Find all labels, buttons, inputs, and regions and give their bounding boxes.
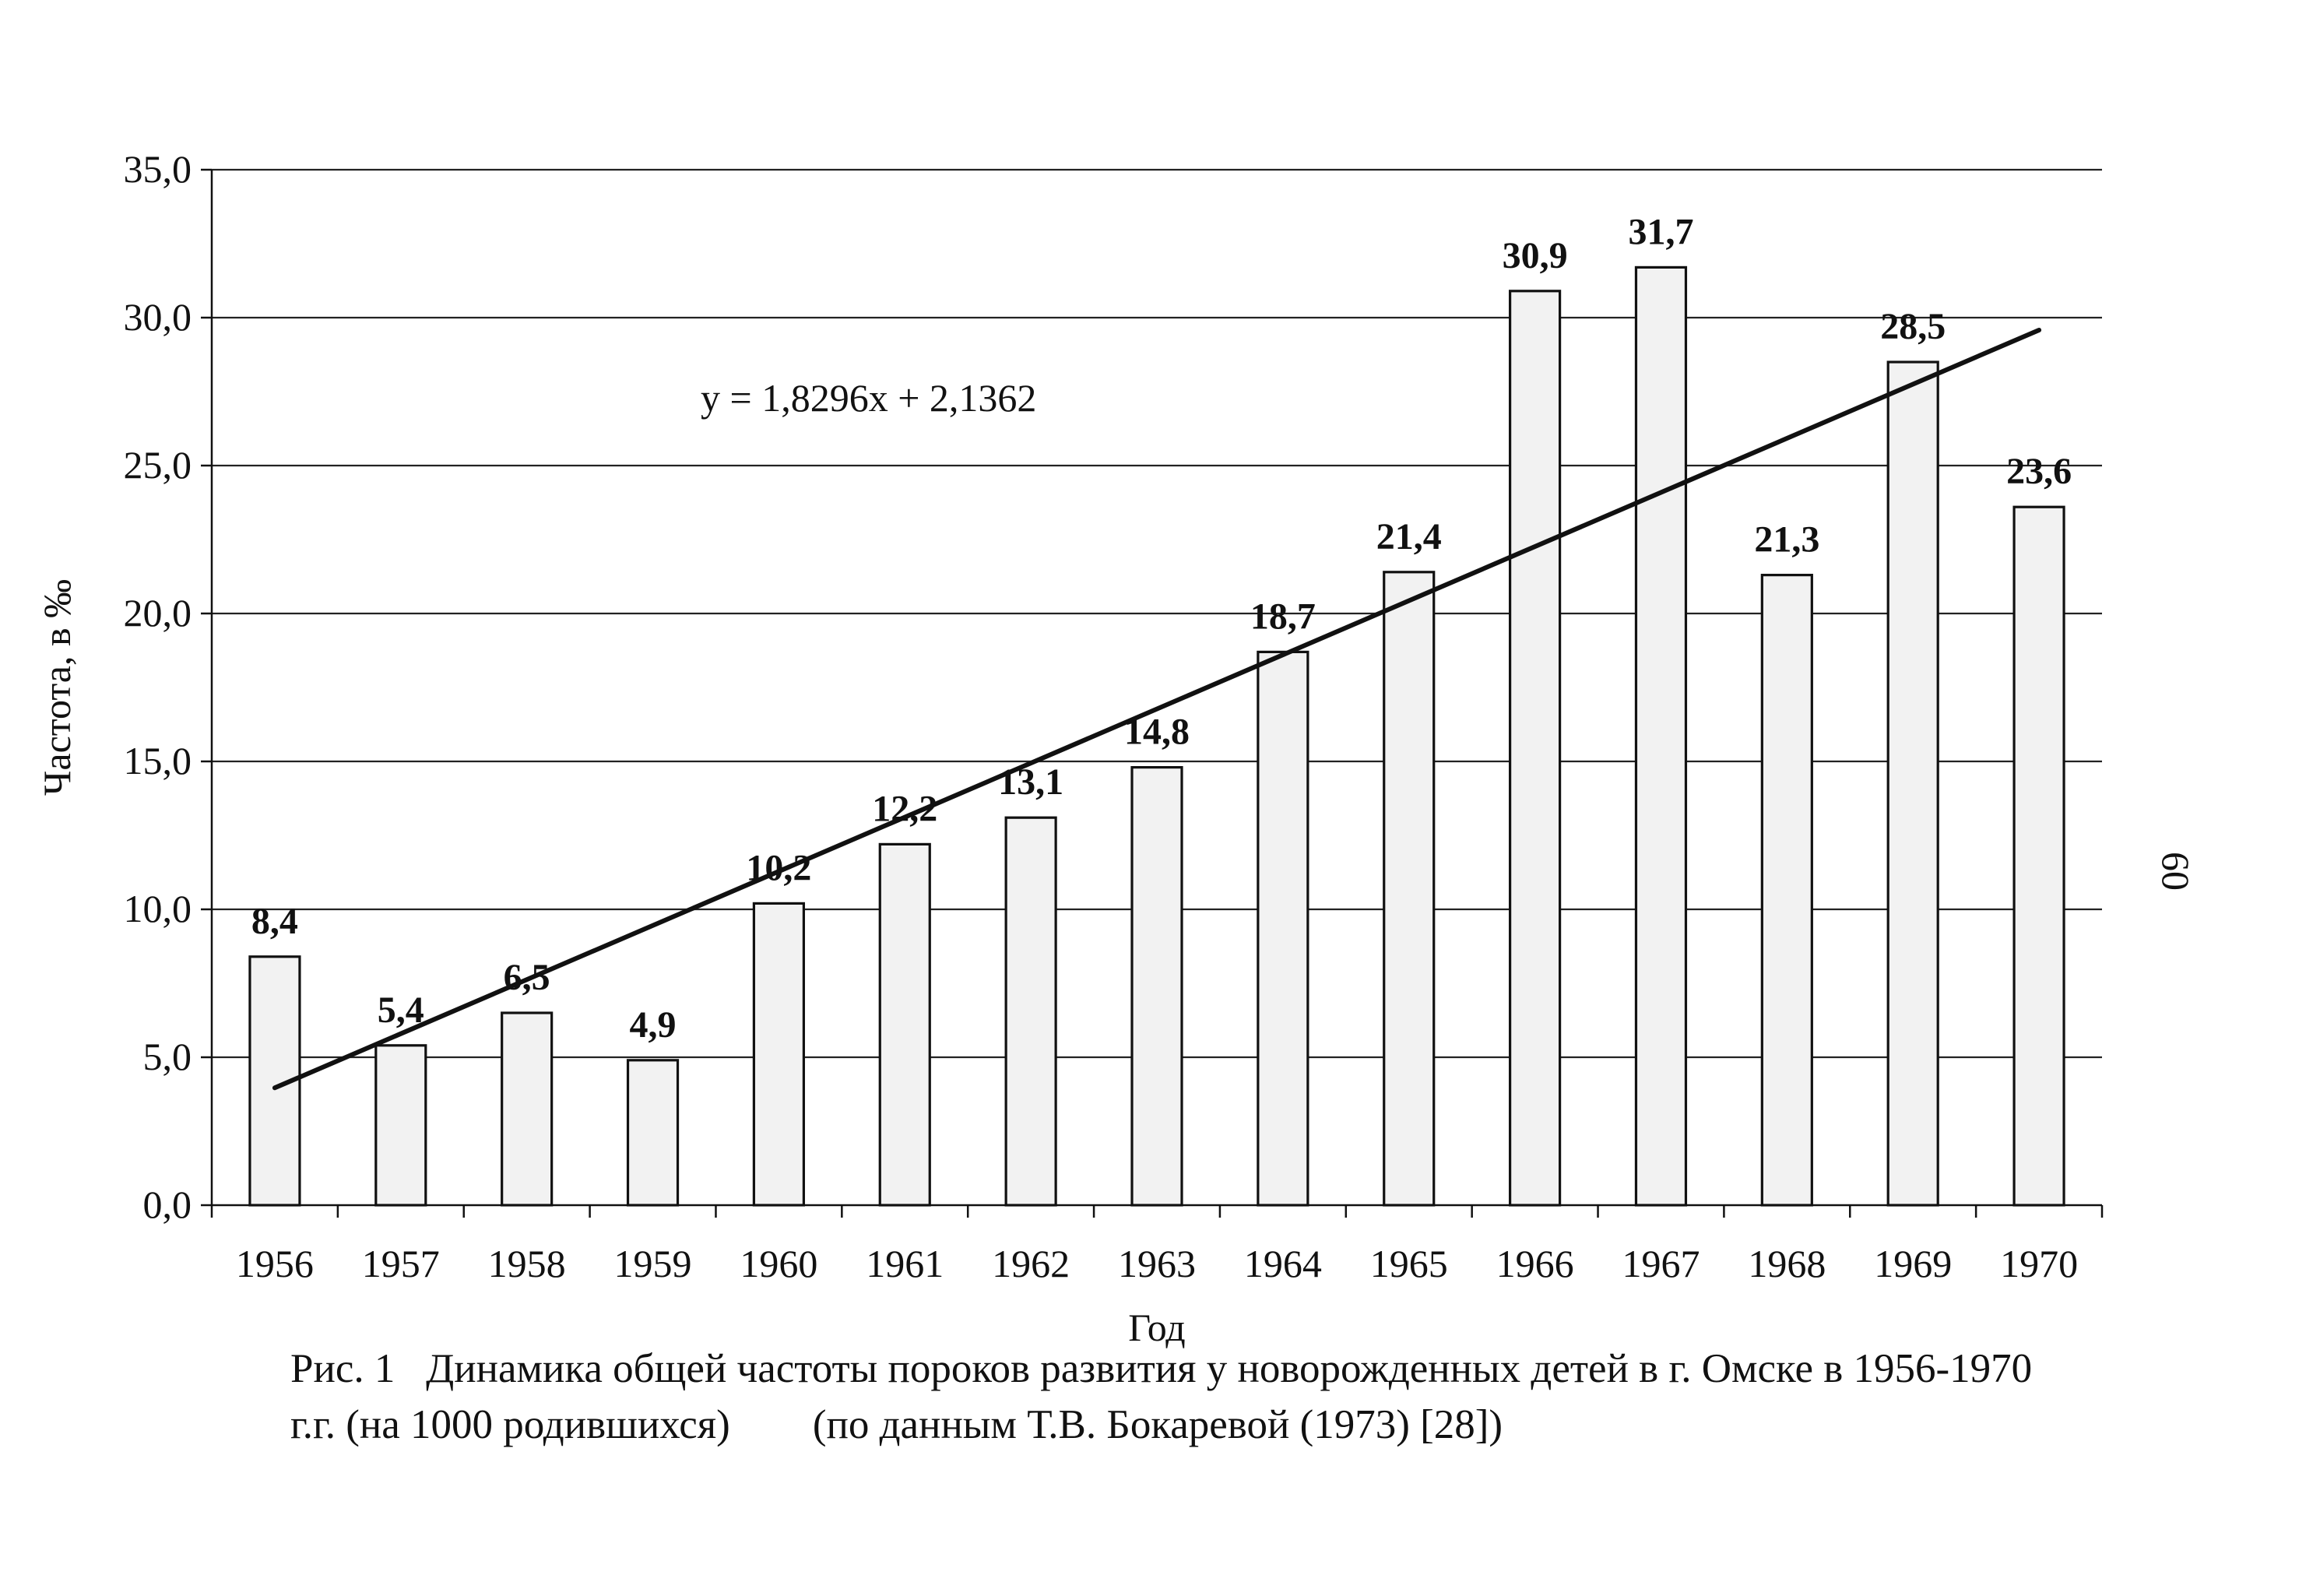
y-tick-label: 35,0 — [124, 147, 192, 191]
x-tick-label: 1965 — [1370, 1242, 1448, 1285]
data-label: 10,2 — [746, 847, 811, 888]
bar — [1760, 573, 1813, 1207]
x-tick-label: 1961 — [866, 1242, 944, 1285]
bar — [752, 902, 806, 1207]
bar — [626, 1059, 680, 1207]
x-tick-label: 1969 — [1874, 1242, 1952, 1285]
page-number: 60 — [2154, 852, 2198, 891]
data-label: 14,8 — [1124, 712, 1190, 753]
bar — [1634, 265, 1688, 1207]
value-labels: 8,4 5,4 6,5 4,9 10,2 12,2 13,1 14,8 18,7 21,4 30,9… — [251, 211, 2072, 1045]
bar — [501, 1011, 554, 1207]
bar — [374, 1044, 427, 1207]
data-label: 18,7 — [1250, 596, 1316, 637]
x-tick-label: 1964 — [1244, 1242, 1322, 1285]
bar — [878, 842, 931, 1207]
data-label: 21,3 — [1754, 519, 1819, 561]
y-tick-label: 5,0 — [143, 1035, 192, 1078]
x-tick-label: 1967 — [1622, 1242, 1700, 1285]
trendline-equation: y = 1,8296x + 2,1362 — [701, 376, 1036, 420]
x-tick-label: 1959 — [614, 1242, 692, 1285]
data-label: 12,2 — [872, 788, 937, 829]
x-tick-label: 1958 — [488, 1242, 566, 1285]
x-axis-label: Год — [1128, 1306, 1186, 1349]
bar — [1508, 290, 1562, 1207]
x-tick-label: 1957 — [362, 1242, 440, 1285]
bar — [2012, 505, 2065, 1207]
x-tick-label: 1960 — [740, 1242, 817, 1285]
bars — [248, 265, 2065, 1207]
x-tick-label: 1956 — [236, 1242, 314, 1285]
x-tick-label: 1966 — [1496, 1242, 1574, 1285]
y-tick-label: 15,0 — [124, 739, 192, 782]
figure-caption: Рис. 1 Динамика общей частоты пороков ра… — [290, 1341, 2174, 1453]
data-label: 13,1 — [998, 761, 1063, 803]
tick-labels: 0,0 5,0 10,0 15,0 20,0 25,0 30,0 35,0 1956 1957 19… — [124, 147, 2079, 1285]
data-label: 31,7 — [1628, 211, 1693, 252]
y-tick-label: 10,0 — [124, 887, 192, 930]
data-label: 30,9 — [1503, 235, 1568, 276]
caption-line-1: Рис. 1 Динамика общей частоты пороков ра… — [290, 1346, 2033, 1391]
y-tick-label: 20,0 — [124, 591, 192, 635]
y-axis-label: Частота, в ‰ — [35, 579, 79, 796]
x-tick-label: 1968 — [1748, 1242, 1826, 1285]
data-label: 6,5 — [504, 957, 550, 998]
y-tick-label: 0,0 — [143, 1183, 192, 1226]
bar — [1257, 650, 1309, 1207]
data-label: 23,6 — [2006, 451, 2072, 492]
trendline — [272, 327, 2042, 1091]
x-tick-label: 1970 — [2000, 1242, 2078, 1285]
trendline-line — [272, 327, 2042, 1091]
x-tick-label: 1962 — [992, 1242, 1070, 1285]
data-label: 28,5 — [1880, 306, 1946, 347]
data-label: 4,9 — [630, 1004, 677, 1046]
y-tick-label: 25,0 — [124, 443, 192, 487]
bar — [1004, 816, 1057, 1207]
caption-line-2: г.г. (на 1000 родившихся) (по данным Т.В… — [290, 1402, 1503, 1447]
bar — [1383, 571, 1436, 1207]
bar — [1886, 360, 1939, 1207]
bar — [1130, 765, 1183, 1207]
data-label: 8,4 — [251, 901, 298, 942]
data-label: 21,4 — [1376, 516, 1442, 557]
x-tick-label: 1963 — [1118, 1242, 1196, 1285]
data-label: 5,4 — [378, 990, 424, 1031]
y-tick-label: 30,0 — [124, 295, 192, 339]
grid-lines — [212, 168, 2102, 1059]
